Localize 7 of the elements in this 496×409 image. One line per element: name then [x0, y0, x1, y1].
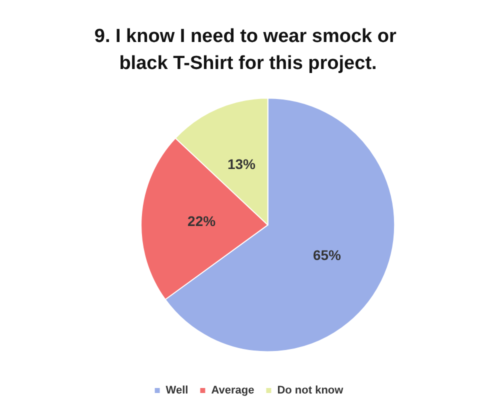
data-label: 65%: [312, 247, 342, 264]
data-label: 13%: [227, 156, 256, 172]
legend-label: Average: [211, 384, 254, 396]
legend-label: Do not know: [277, 384, 344, 396]
legend-label: Well: [166, 384, 188, 396]
data-label: 22%: [188, 212, 216, 229]
chart-title: 9. I know I need to wear smock or black T-Shirt for this project.: [94, 26, 402, 74]
